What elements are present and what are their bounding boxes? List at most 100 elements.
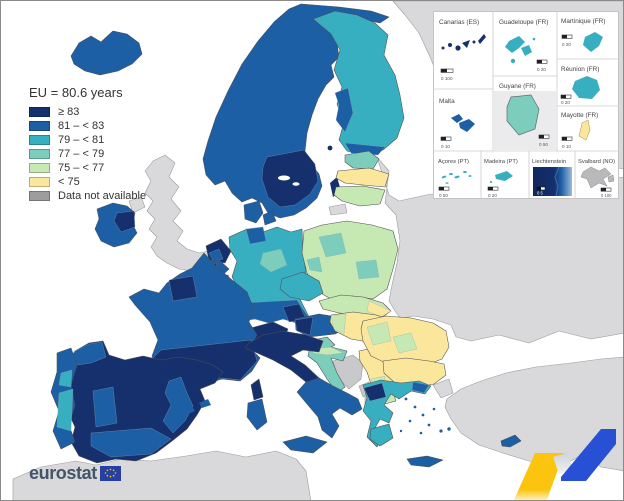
region-sardinia [246,398,268,431]
malta-islands [451,114,475,132]
inset-label: Açores (PT) [438,159,469,165]
scalebar-label: 0 20 [537,67,546,72]
legend-swatch-lt75 [29,176,50,187]
region-finland [312,10,405,156]
region-crete [406,455,444,468]
decorative-ribbons [513,429,616,500]
inset-acores: Açores (PT) 0 50 [438,159,472,198]
inset-reunion: Réunion (FR) 0 20 [560,66,600,105]
region-spain-patches [70,341,194,458]
region-netherlands-north [208,248,224,262]
legend-swatch-no-data [29,190,50,201]
region-sicily [282,435,328,454]
martinique-shape [583,32,603,52]
region-sweden-south [261,149,319,208]
lake-vanern [278,175,290,181]
legend-label: 77 – < 79 [58,147,105,160]
scalebar: 0 10 [440,136,452,149]
region-iceland [70,30,143,76]
region-finland-west [334,87,354,133]
ribbon-yellow [513,453,564,500]
scalebar-label: 0 20 [561,100,570,105]
inset-panel: Canarias (ES) 0 100 Malta 0 [433,11,619,199]
region-ireland-east [113,210,136,233]
inset-label: Martinique (FR) [561,18,605,25]
region-poland-patches [306,232,380,280]
scalebar: 0 100 [600,187,612,198]
scalebar: 0 20 [560,94,572,105]
balearic-islands [181,399,211,415]
legend-label: 81 – < 83 [58,119,105,132]
inset-label: Svalbard (NO) [578,159,615,165]
region-italy-south [296,377,363,439]
inset-label: Canarias (ES) [439,19,479,26]
legend-swatch-ge83 [29,106,50,117]
inset-guadeloupe: Guadeloupe (FR) 0 20 [499,19,548,72]
region-bulgaria [382,357,447,389]
guyane-shape [506,94,540,136]
guadeloupe-islands [505,36,536,64]
legend-row: 81 – < 83 [29,119,146,132]
aegean-islands [399,397,451,435]
inset-label: Madeira (PT) [484,159,518,165]
region-turkey-thrace [432,378,454,399]
legend-label: ≥ 83 [58,105,80,118]
legend-swatch-79-81 [29,134,50,145]
legend-label: < 75 [58,175,80,188]
region-northern-ireland [128,196,146,214]
reunion-shape [572,76,600,99]
inset-mayotte: Mayotte (FR) 0 10 [561,112,598,149]
legend-swatch-77-79 [29,148,50,159]
inset-canarias: Canarias (ES) 0 100 [439,19,486,81]
scalebar-label: 0 5 [537,191,543,196]
region-italy-north [244,330,332,395]
region-peloponnese [369,423,394,447]
region-czechia [279,271,324,302]
scalebar: 0 20 [561,34,573,47]
region-portugal-patches [56,369,74,432]
svalbard-islands [580,166,615,189]
legend-row: 77 – < 79 [29,147,146,160]
inset-label: Guadeloupe (FR) [499,19,548,26]
region-france-paris [168,275,198,302]
region-corsica [250,378,264,401]
region-lithuania [333,185,386,207]
mayotte-shape [578,119,591,141]
eu-regions [50,3,522,468]
inset-label: Liechtenstein [532,159,566,165]
inset-grid-lines [433,11,619,199]
scalebar-label: 0 50 [539,142,548,147]
region-germany-centre [259,248,288,273]
scalebar: 0 5 [536,186,546,196]
region-cyprus [500,434,522,448]
region-austria-west [294,316,314,336]
legend-row: 79 – < 81 [29,133,146,146]
liechtenstein-border-line [554,166,560,197]
legend-label: 75 – < 77 [58,161,105,174]
region-greece-northwest [363,382,387,402]
scalebar-label: 0 10 [562,144,571,149]
legend-label: 79 – < 81 [58,133,105,146]
inset-label: Guyane (FR) [499,83,536,90]
inset-malta: Malta 0 10 [439,98,475,149]
region-denmark [243,200,277,226]
region-latvia [335,167,390,188]
inset-label: Réunion (FR) [561,66,599,73]
region-stockholm [327,145,333,151]
legend-row: Data not available [29,189,146,202]
inset-svalbard: Svalbard (NO) 0 100 [578,159,615,198]
scalebar-label: 0 20 [488,193,497,198]
inset-martinique: Martinique (FR) 0 20 [561,18,605,52]
inset-label: Mayotte (FR) [561,112,598,119]
legend: EU = 80.6 years ≥ 83 81 – < 83 79 – < 81… [29,85,146,203]
scalebar-label: 0 100 [441,76,453,81]
legend-title: EU = 80.6 years [29,85,123,100]
scalebar-label: 0 50 [439,193,448,198]
legend-label: Data not available [58,189,147,202]
scalebar: 0 20 [536,59,548,72]
region-united-kingdom [144,154,214,272]
scalebar: 0 100 [440,68,454,81]
legend-swatch-75-77 [29,162,50,173]
